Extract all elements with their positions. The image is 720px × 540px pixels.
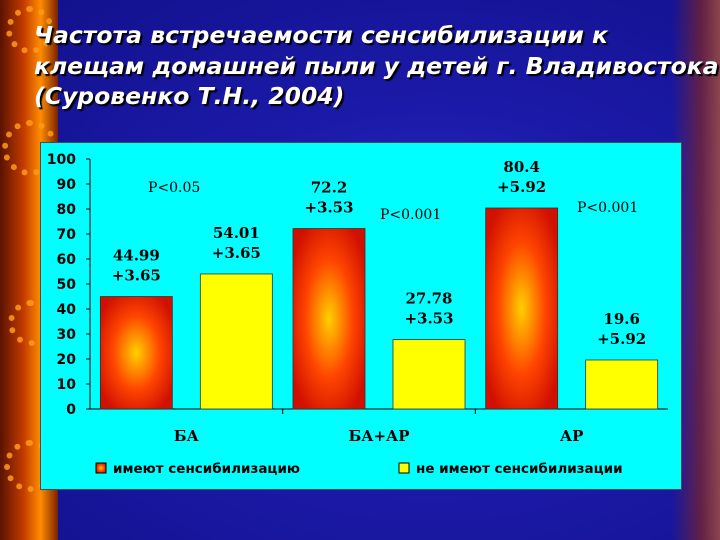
data-label: 80.4 (503, 158, 540, 176)
title-line-3: (Суровенко Т.Н., 2004) (34, 82, 345, 110)
data-label: +3.53 (304, 199, 353, 217)
data-label: 19.6 (603, 310, 640, 328)
data-label: +3.65 (112, 267, 161, 285)
bar-not-sensitized (585, 359, 659, 410)
legend-label: имеют сенсибилизацию (113, 461, 300, 477)
title-line-2: клещам домашней пыли у детей г. Владивос… (34, 51, 719, 80)
legend-swatch-not-sensitized (398, 462, 410, 474)
bar-not-sensitized (199, 273, 273, 410)
data-label: +5.92 (597, 330, 646, 348)
bar-sensitized (99, 296, 173, 410)
title-line-1: Частота встречаемости сенсибилизации к (34, 21, 608, 49)
data-label: +3.53 (404, 310, 453, 328)
y-tick-label: 0 (66, 402, 76, 418)
y-tick-label: 70 (57, 227, 77, 243)
legend-label: не имеют сенсибилизации (416, 461, 623, 477)
data-label: +5.92 (497, 178, 546, 196)
y-tick-label: 40 (57, 302, 77, 318)
data-label: 44.99 (113, 247, 160, 265)
y-tick-label: 90 (57, 177, 77, 193)
data-label: 72.2 (311, 179, 348, 197)
bar-sensitized (485, 207, 559, 410)
data-label: 27.78 (406, 290, 453, 308)
y-tick-label: 30 (57, 327, 77, 343)
x-category-label: БА (174, 427, 200, 445)
slide-title: Частота встречаемости сенсибилизации к к… (34, 20, 720, 112)
p-value-annotation: P<0.001 (380, 207, 441, 223)
y-tick-label: 100 (47, 152, 76, 168)
x-category-label: БА+АР (348, 427, 409, 445)
bar-sensitized (292, 228, 366, 410)
y-tick-label: 50 (57, 277, 77, 293)
p-value-annotation: P<0.05 (148, 180, 200, 196)
data-label: +3.65 (212, 244, 261, 262)
data-label: 54.01 (213, 224, 260, 242)
y-tick-label: 20 (57, 352, 77, 368)
y-tick-label: 60 (57, 252, 77, 268)
p-value-annotation: P<0.001 (577, 200, 638, 216)
x-category-label: АР (560, 427, 584, 445)
bar-not-sensitized (392, 339, 466, 410)
gear-decoration-icon (6, 6, 54, 54)
y-tick-label: 80 (57, 202, 77, 218)
legend-swatch-sensitized (95, 462, 107, 474)
y-tick-label: 10 (57, 377, 77, 393)
